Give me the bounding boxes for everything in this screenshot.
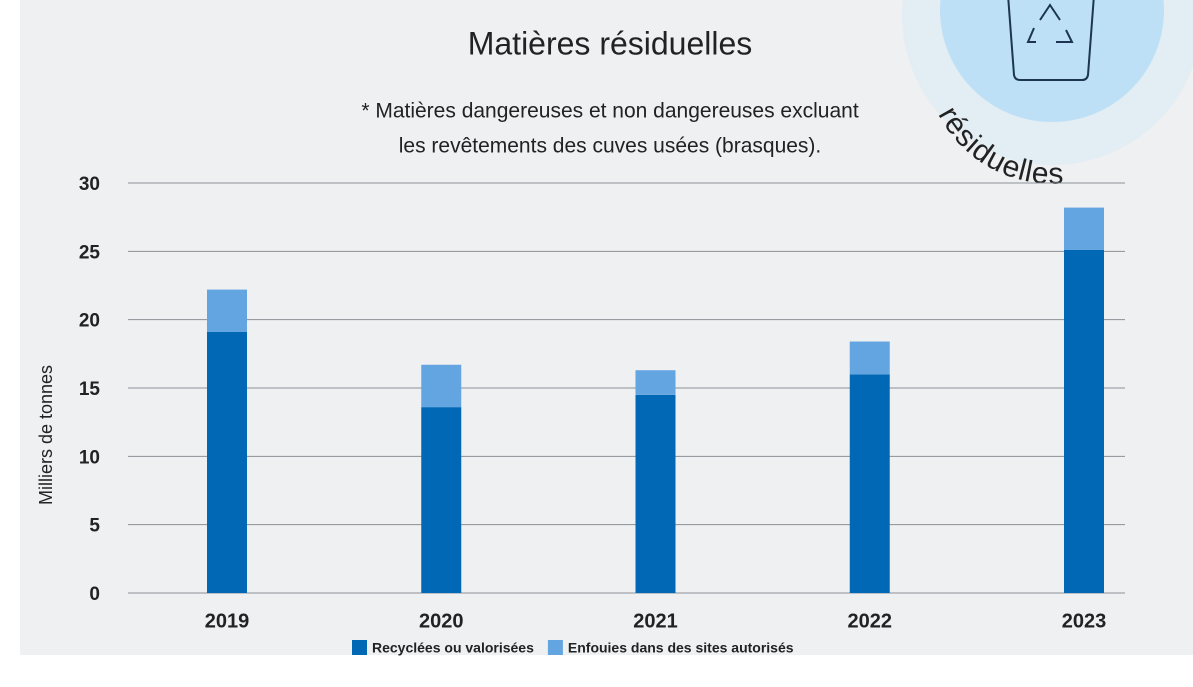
legend-label: Recyclées ou valorisées xyxy=(372,640,534,656)
y-tick-label: 30 xyxy=(79,174,100,195)
bar-segment xyxy=(635,370,676,395)
bar-segment xyxy=(849,341,890,375)
subtitle: les revêtements des cuves usées (brasque… xyxy=(399,135,822,158)
y-tick-label: 20 xyxy=(79,311,100,332)
y-tick-label: 25 xyxy=(79,242,101,263)
subtitle: * Matières dangereuses et non dangereuse… xyxy=(361,100,858,123)
recycle-bin-icon xyxy=(1007,0,1095,81)
x-tick-label: 2021 xyxy=(633,610,678,632)
bar-segment xyxy=(207,331,247,593)
y-tick-label: 10 xyxy=(79,447,100,468)
legend-swatch xyxy=(547,640,563,655)
x-tick-label: 2019 xyxy=(205,610,250,632)
bar-segment xyxy=(421,407,462,593)
x-tick-label: 2022 xyxy=(848,610,893,632)
y-tick-label: 15 xyxy=(79,379,101,400)
bar-segment xyxy=(635,394,676,593)
x-tick-label: 2023 xyxy=(1062,610,1107,632)
bar-segment xyxy=(421,364,462,408)
bar-segment xyxy=(207,289,247,332)
badge xyxy=(940,0,1164,122)
chart-title: Matières résiduelles xyxy=(468,25,753,61)
legend-swatch xyxy=(352,640,367,655)
bar-segment xyxy=(1064,249,1104,593)
bar-segment xyxy=(849,374,890,593)
legend-label: Enfouies dans des sites autorisés xyxy=(568,640,794,656)
y-tick-label: 5 xyxy=(89,516,100,537)
y-tick-label: 0 xyxy=(89,584,100,605)
y-axis-label: Milliers de tonnes xyxy=(36,365,56,505)
bar-segment xyxy=(1064,207,1104,250)
x-tick-label: 2020 xyxy=(419,610,464,632)
